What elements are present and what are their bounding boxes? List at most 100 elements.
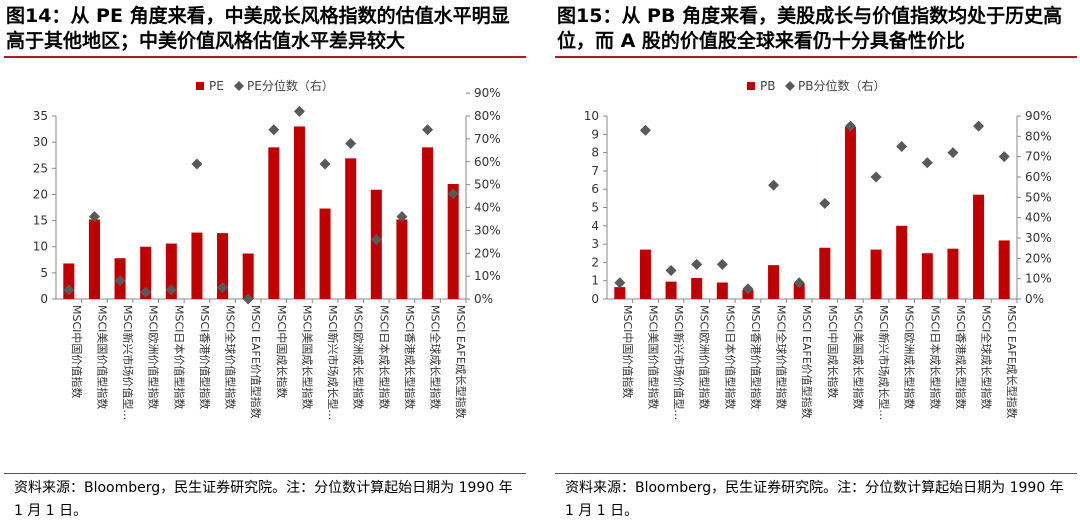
legend-label: PE分位数（右） — [247, 78, 334, 93]
x-tick-label: MSCI全球成长型指数 — [980, 305, 994, 409]
y-left-tick-label: 10 — [33, 240, 48, 254]
y-left-tick-label: 35 — [33, 109, 48, 123]
bar — [268, 147, 280, 299]
bar — [63, 263, 75, 299]
y-right-tick-label: 20% — [1025, 251, 1052, 265]
y-left-tick-label: 7 — [591, 164, 599, 178]
source-note: 资料来源：Bloomberg，民生证券研究院。注：分位数计算起始日期为 1990… — [565, 480, 1064, 519]
percentile-marker — [844, 120, 856, 132]
figure-title: 图14：从 PE 角度来看，中美成长风格指数的估值水平明显高于其他地区；中美价值… — [6, 5, 510, 52]
x-tick-label: MSCI欧洲价值型指数 — [698, 305, 712, 409]
x-tick-label: MSCI美国成长型指数 — [300, 305, 314, 409]
bar — [242, 253, 254, 299]
percentile-marker — [716, 258, 728, 270]
y-left-tick-label: 15 — [33, 214, 48, 228]
percentile-marker — [422, 124, 434, 136]
y-left-tick-label: 30 — [33, 135, 48, 149]
x-tick-label: MSCI香港价值型指数 — [749, 305, 763, 409]
bar — [896, 225, 908, 299]
bar — [165, 243, 177, 299]
source-divider — [4, 473, 526, 474]
percentile-marker — [268, 124, 280, 136]
x-tick-label: MSCI美国成长型指数 — [851, 305, 865, 409]
percentile-marker — [319, 158, 331, 170]
legend-diamond-swatch — [234, 81, 244, 91]
x-tick-label: MSCI中国价值指数 — [621, 305, 635, 398]
x-tick-label: MSCI全球成长型指数 — [429, 305, 443, 409]
x-tick-label: MSCI欧洲价值型指数 — [147, 305, 161, 409]
bar — [217, 233, 229, 299]
bar — [614, 287, 626, 299]
y-left-tick-label: 0 — [40, 292, 48, 306]
y-right-tick-label: 60% — [474, 155, 501, 169]
percentile-marker — [793, 277, 805, 289]
x-tick-label: MSCI EAFE价值型指数 — [249, 305, 263, 419]
percentile-marker — [140, 286, 152, 298]
x-tick-label: MSCI新兴市场成长型… — [877, 305, 891, 420]
x-tick-label: MSCI EAFE价值型指数 — [800, 305, 814, 419]
y-right-tick-label: 30% — [1025, 231, 1052, 245]
bar — [819, 247, 831, 299]
bar — [973, 194, 985, 299]
percentile-marker — [742, 283, 754, 295]
x-tick-label: MSCI全球价值型指数 — [224, 305, 238, 409]
x-tick-label: MSCI中国成长指数 — [275, 305, 289, 398]
percentile-marker — [191, 158, 203, 170]
percentile-marker — [921, 157, 933, 169]
y-left-tick-label: 3 — [591, 237, 599, 251]
title-divider — [4, 56, 526, 58]
bar — [793, 283, 805, 299]
chart-legend: PE PE分位数（右） — [196, 78, 334, 93]
x-tick-label: MSCI香港价值型指数 — [198, 305, 212, 409]
percentile-marker — [63, 284, 75, 296]
percentile-marker — [973, 120, 985, 132]
y-right-tick-label: 20% — [474, 246, 501, 260]
x-tick-label: MSCI日本成长型指数 — [377, 305, 391, 409]
y-right-tick-label: 10% — [474, 269, 501, 283]
bar — [447, 183, 459, 299]
bar — [921, 253, 933, 299]
figure-15-panel: 图15：从 PB 角度来看，美股成长与价值指数均处于历史高位，而 A 股的价值股… — [555, 0, 1080, 525]
x-tick-label: MSCI新兴市场价值型… — [121, 305, 135, 420]
x-tick-label: MSCI新兴市场成长型… — [326, 305, 340, 420]
bar — [140, 246, 152, 299]
bar — [998, 240, 1010, 299]
legend-bar-swatch — [196, 82, 204, 90]
y-right-tick-label: 10% — [1025, 272, 1052, 286]
figure-14-panel: 图14：从 PE 角度来看，中美成长风格指数的估值水平明显高于其他地区；中美价值… — [4, 0, 534, 525]
bar — [870, 249, 882, 299]
bar — [716, 282, 728, 299]
y-right-tick-label: 70% — [474, 132, 501, 146]
percentile-marker — [370, 234, 382, 246]
percentile-marker — [768, 179, 780, 191]
x-tick-label: MSCI欧洲成长型指数 — [903, 305, 917, 409]
y-left-tick-label: 2 — [591, 255, 599, 269]
y-right-tick-label: 0% — [1025, 292, 1044, 306]
percentile-marker — [114, 275, 126, 287]
y-left-tick-label: 1 — [591, 274, 599, 288]
x-tick-label: MSCI日本价值型指数 — [172, 305, 186, 409]
percentile-marker — [998, 151, 1010, 163]
x-tick-label: MSCI EAFE成长型指数 — [1005, 305, 1019, 419]
x-tick-label: MSCI新兴市场价值型… — [672, 305, 686, 420]
bar — [88, 219, 100, 299]
chart-legend: PB PB分位数（右） — [747, 78, 885, 93]
percentile-marker — [870, 171, 882, 183]
bar — [396, 219, 408, 299]
percentile-marker — [896, 141, 908, 152]
legend-label: PE — [209, 79, 224, 93]
y-left-tick-label: 6 — [591, 182, 599, 196]
bar — [345, 158, 357, 299]
y-left-tick-label: 0 — [591, 292, 599, 306]
pe-chart: PE PE分位数（右） 0 5 10 15 20 25 30 35 0% 10% 20% 30% 40% 50… — [33, 78, 501, 420]
bar — [319, 208, 331, 299]
y-right-tick-label: 0% — [474, 292, 493, 306]
y-right-tick-label: 50% — [474, 178, 501, 192]
x-tick-label: MSCI EAFE成长型指数 — [454, 305, 468, 419]
legend-bar-swatch — [747, 82, 755, 90]
y-left-tick-label: 9 — [591, 127, 599, 141]
x-tick-label: MSCI美国价值型指数 — [646, 305, 660, 409]
percentile-marker — [947, 147, 959, 159]
bar — [422, 147, 434, 299]
legend-label: PB — [760, 79, 775, 93]
